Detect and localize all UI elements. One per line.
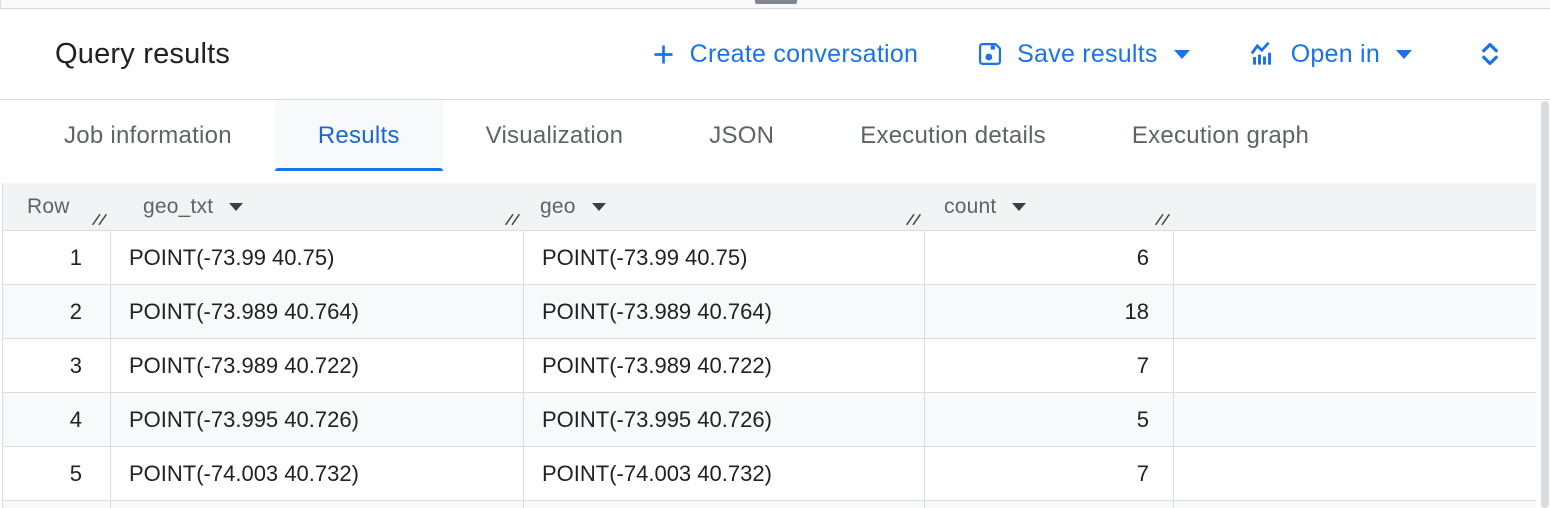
column-header-row: Row — [3, 183, 111, 230]
cell-row-number: 2 — [3, 285, 111, 338]
results-table: Row geo_txt geo — [2, 183, 1536, 508]
plus-icon — [654, 45, 673, 63]
table-row: 2 POINT(-73.989 40.764) POINT(-73.989 40… — [3, 285, 1536, 339]
tab-json[interactable]: JSON — [666, 100, 817, 171]
results-tab-bar: Job information Results Visualization JS… — [0, 100, 1550, 171]
tab-execution-details[interactable]: Execution details — [817, 100, 1089, 171]
tab-label: Results — [317, 121, 400, 149]
table-row: 3 POINT(-73.989 40.722) POINT(-73.989 40… — [3, 339, 1536, 393]
tab-label: Job information — [64, 121, 232, 149]
cell-count: 7 — [925, 339, 1174, 392]
cell-geo-txt: POINT(-73.99 40.75) — [111, 231, 524, 284]
cell-row-number — [3, 501, 111, 508]
cell-row-number: 1 — [3, 231, 111, 284]
cell-count: 18 — [925, 285, 1174, 338]
table-header-row: Row geo_txt geo — [3, 183, 1536, 231]
column-resize-icon — [1154, 213, 1171, 226]
cell-filler — [1174, 339, 1536, 392]
cell-filler — [1174, 501, 1536, 508]
column-resize-handle[interactable] — [1154, 210, 1171, 227]
expand-results-button[interactable] — [1474, 37, 1506, 71]
cell-row-number: 5 — [3, 447, 111, 500]
table-row-partial — [3, 501, 1536, 508]
column-header-geo: geo — [524, 183, 925, 230]
cell-geo-txt: POINT(-74.003 40.732) — [111, 447, 524, 500]
save-icon — [979, 42, 1002, 66]
column-label: geo_txt — [143, 194, 214, 218]
tab-label: JSON — [709, 121, 775, 149]
column-menu-caret-icon[interactable] — [591, 202, 606, 211]
column-label: geo — [540, 194, 576, 218]
column-resize-handle[interactable] — [905, 210, 922, 227]
save-results-label: Save results — [1017, 39, 1158, 68]
column-label: Row — [27, 194, 70, 218]
dropdown-caret-icon — [1173, 49, 1190, 59]
column-resize-handle[interactable] — [91, 210, 108, 227]
vertical-scrollbar[interactable] — [1541, 101, 1549, 508]
column-resize-handle[interactable] — [504, 210, 521, 227]
analytics-chart-icon — [1250, 41, 1271, 65]
dropdown-caret-icon — [1396, 49, 1412, 59]
column-header-count: count — [925, 183, 1174, 230]
column-label: count — [944, 194, 997, 218]
cell-filler — [1174, 447, 1536, 500]
cell-geo: POINT(-73.995 40.726) — [524, 393, 925, 446]
tab-label: Execution details — [860, 121, 1046, 149]
cell-count — [925, 501, 1174, 508]
unfold-more-icon — [1482, 42, 1498, 66]
cell-geo-txt: POINT(-73.989 40.722) — [111, 339, 524, 392]
query-results-header: Query results Create conversation Save r… — [0, 9, 1550, 100]
save-results-button[interactable]: Save results — [976, 40, 1190, 69]
cell-geo-txt: POINT(-73.989 40.764) — [111, 285, 524, 338]
cell-geo-txt — [111, 501, 524, 508]
table-row: 4 POINT(-73.995 40.726) POINT(-73.995 40… — [3, 393, 1536, 447]
tab-visualization[interactable]: Visualization — [443, 100, 667, 171]
header-actions: Create conversation Save results Open in — [650, 37, 1506, 71]
tab-job-information[interactable]: Job information — [21, 100, 275, 171]
cell-row-number: 4 — [3, 393, 111, 446]
column-menu-caret-icon[interactable] — [229, 202, 244, 211]
create-conversation-button[interactable]: Create conversation — [650, 40, 918, 69]
column-header-filler — [1174, 183, 1536, 230]
cell-geo-txt: POINT(-73.995 40.726) — [111, 393, 524, 446]
column-menu-caret-icon[interactable] — [1012, 202, 1027, 211]
cell-filler — [1174, 285, 1536, 338]
drag-handle[interactable] — [754, 0, 797, 4]
tab-results[interactable]: Results — [274, 100, 443, 171]
cell-filler — [1174, 231, 1536, 284]
cell-count: 7 — [925, 447, 1174, 500]
cell-geo — [524, 501, 925, 508]
tab-label: Execution graph — [1131, 121, 1310, 149]
open-in-button[interactable]: Open in — [1248, 39, 1412, 69]
tab-label: Visualization — [485, 121, 624, 149]
table-row: 5 POINT(-74.003 40.732) POINT(-74.003 40… — [3, 447, 1536, 501]
open-in-label: Open in — [1290, 39, 1380, 68]
tab-execution-graph[interactable]: Execution graph — [1089, 100, 1352, 171]
cell-count: 6 — [925, 231, 1174, 284]
cell-geo: POINT(-73.989 40.722) — [524, 339, 925, 392]
cell-geo: POINT(-73.989 40.764) — [524, 285, 925, 338]
column-header-geo-txt: geo_txt — [111, 183, 524, 230]
cell-geo: POINT(-74.003 40.732) — [524, 447, 925, 500]
cell-count: 5 — [925, 393, 1174, 446]
table-row: 1 POINT(-73.99 40.75) POINT(-73.99 40.75… — [3, 231, 1536, 285]
cell-geo: POINT(-73.99 40.75) — [524, 231, 925, 284]
panel-splitter[interactable] — [0, 0, 1550, 9]
cell-filler — [1174, 393, 1536, 446]
create-conversation-label: Create conversation — [689, 39, 919, 68]
column-resize-icon — [91, 213, 108, 226]
page-title: Query results — [55, 37, 231, 70]
cell-row-number: 3 — [3, 339, 111, 392]
column-resize-icon — [504, 213, 521, 226]
column-resize-icon — [905, 213, 922, 226]
